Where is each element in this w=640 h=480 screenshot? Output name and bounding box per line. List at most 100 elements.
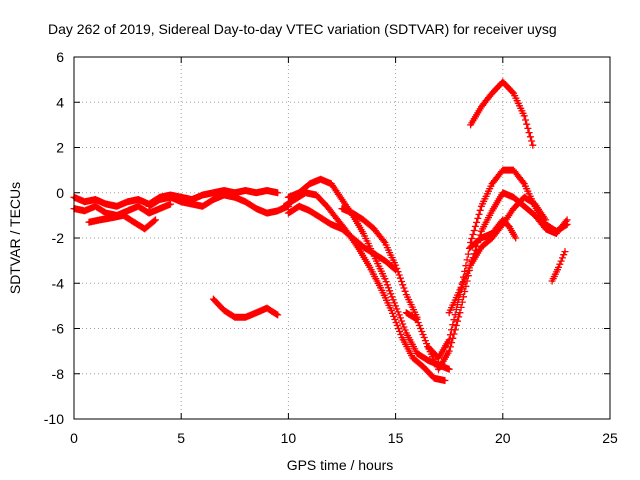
- data-point: [362, 218, 365, 222]
- data-point: [501, 218, 504, 222]
- y-tick-label: -10: [44, 411, 64, 427]
- data-point: [265, 189, 269, 192]
- data-point: [490, 182, 494, 185]
- data-point: [394, 304, 397, 308]
- x-tick-label: 5: [177, 430, 185, 446]
- data-point: [83, 209, 86, 213]
- data-point: [501, 191, 504, 194]
- data-point: [415, 352, 419, 355]
- data-point: [448, 368, 451, 371]
- data-point: [394, 263, 397, 267]
- data-point: [512, 207, 515, 210]
- data-point: [480, 236, 483, 240]
- data-point: [287, 211, 290, 215]
- data-point: [304, 191, 307, 194]
- data-point: [351, 211, 354, 215]
- data-point: [158, 207, 161, 210]
- y-tick-labels: -10 -8 -6 -4 -2 0 2 4 6: [44, 49, 64, 427]
- data-point: [490, 92, 494, 95]
- data-point: [297, 205, 301, 208]
- data-point: [190, 202, 194, 206]
- y-tick-label: 0: [56, 185, 64, 201]
- data-point: [405, 293, 408, 296]
- data-point: [143, 227, 146, 231]
- series-track-4: [145, 191, 292, 217]
- data-point: [351, 236, 354, 240]
- data-point: [132, 221, 136, 224]
- data-point: [330, 223, 333, 226]
- data-point: [340, 207, 344, 210]
- data-point: [319, 216, 322, 219]
- data-point: [480, 205, 483, 208]
- x-tick-label: 10: [281, 430, 297, 446]
- data-point: [437, 356, 440, 360]
- data-point: [523, 196, 526, 199]
- data-point: [282, 205, 286, 208]
- y-tick-label: -4: [52, 275, 65, 291]
- x-axis-label: GPS time / hours: [287, 457, 394, 473]
- data-point: [315, 193, 318, 197]
- data-point: [443, 379, 447, 382]
- data-point: [244, 316, 247, 319]
- data-point: [87, 221, 91, 224]
- data-point: [287, 196, 290, 199]
- data-point: [255, 207, 258, 210]
- data-point: [373, 227, 376, 231]
- data-point: [512, 92, 515, 95]
- data-point: [222, 189, 226, 192]
- data-points: [70, 78, 571, 384]
- data-point: [426, 345, 429, 348]
- data-point: [379, 286, 382, 289]
- data-point: [373, 252, 376, 255]
- data-point: [422, 365, 425, 369]
- data-point: [383, 259, 387, 262]
- data-point: [98, 218, 101, 222]
- data-point: [293, 198, 296, 201]
- data-point: [94, 198, 97, 201]
- data-point: [514, 236, 517, 240]
- data-point: [276, 191, 279, 194]
- series-track-10: [402, 166, 571, 362]
- data-point: [533, 202, 537, 206]
- data-point: [325, 205, 329, 208]
- series-track-8: [284, 202, 400, 274]
- data-point: [512, 168, 515, 172]
- data-point: [276, 313, 279, 317]
- data-point: [523, 114, 526, 118]
- data-point: [212, 191, 215, 194]
- data-point: [111, 216, 114, 219]
- data-point: [244, 200, 247, 203]
- data-point: [340, 227, 344, 231]
- series-markers: [402, 166, 571, 362]
- data-point: [222, 309, 226, 312]
- data-point: [233, 191, 236, 194]
- data-point: [437, 368, 440, 371]
- data-point: [308, 209, 311, 213]
- data-point: [557, 266, 560, 269]
- data-point: [137, 205, 140, 208]
- data-point: [83, 200, 86, 203]
- data-point: [383, 241, 387, 244]
- data-point: [550, 279, 554, 283]
- y-tick-label: 4: [56, 94, 64, 110]
- data-point: [405, 331, 408, 335]
- x-tick-label: 15: [388, 430, 404, 446]
- data-point: [469, 123, 472, 127]
- data-point: [458, 288, 462, 292]
- data-point: [255, 311, 258, 314]
- data-point: [276, 209, 279, 213]
- data-point: [158, 198, 161, 201]
- y-tick-label: 2: [56, 140, 64, 156]
- series-track-13: [467, 216, 520, 251]
- data-point: [212, 198, 215, 201]
- data-point: [115, 205, 119, 208]
- data-point: [137, 198, 140, 201]
- data-point: [336, 218, 339, 222]
- data-point: [255, 191, 258, 194]
- data-point: [169, 196, 172, 199]
- data-point: [201, 193, 204, 197]
- data-point: [308, 182, 311, 185]
- data-point: [358, 248, 361, 251]
- data-point: [405, 311, 408, 314]
